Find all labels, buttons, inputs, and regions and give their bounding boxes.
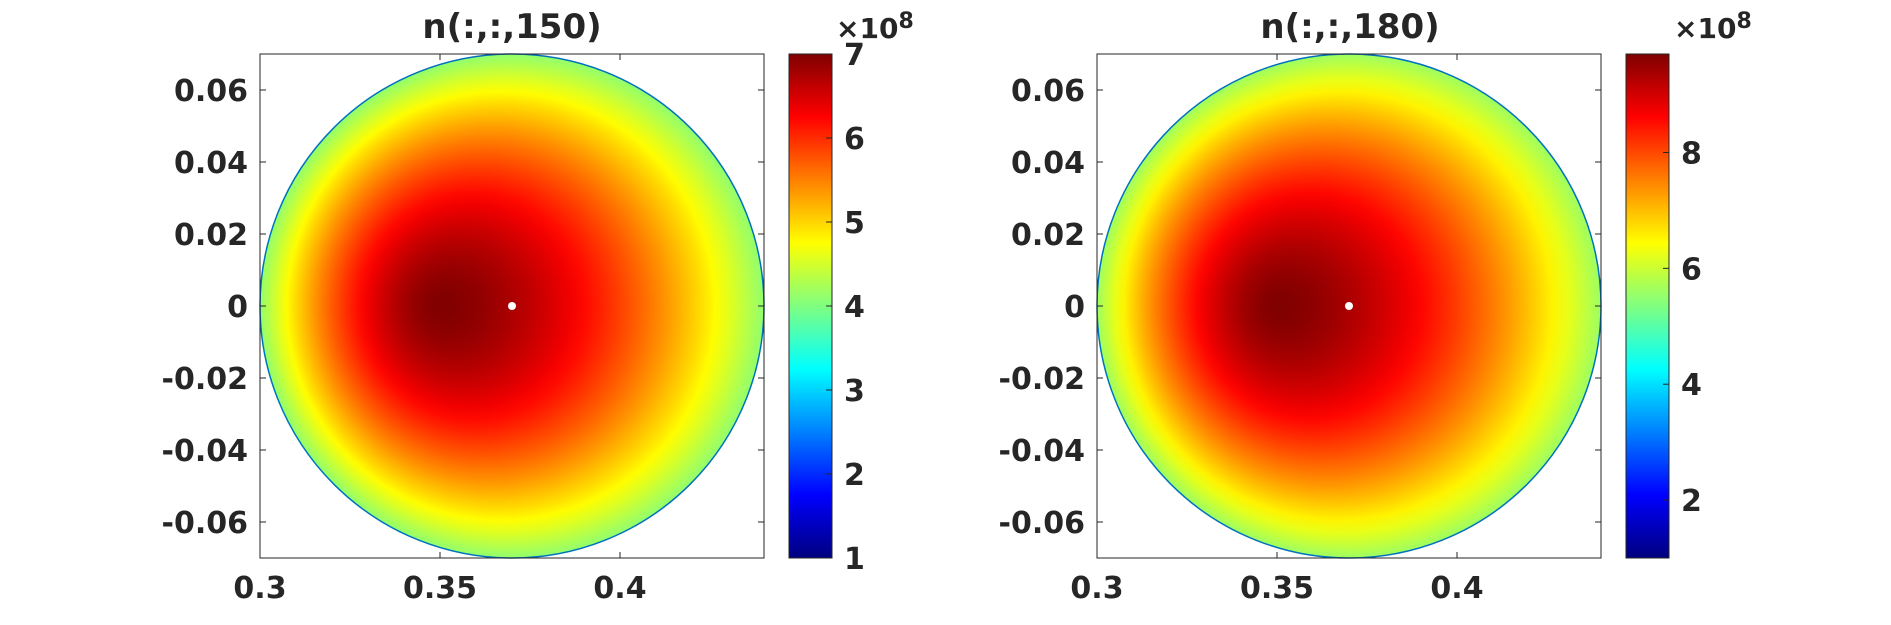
colorbar-tick-label: 2	[844, 458, 865, 493]
center-marker	[1345, 302, 1353, 310]
y-tick-label: -0.04	[999, 434, 1085, 469]
axes: 0.3 0.35 0.4 0.06 0.04 0.02 0 -0.02 -0.04 -0.06	[162, 53, 765, 606]
colorbar-bar	[788, 53, 833, 559]
y-tick-label: 0	[227, 290, 248, 325]
center-marker	[508, 302, 516, 310]
colorbar-multiplier-base: ×10	[836, 12, 898, 45]
chart-title: n(:,:,150)	[422, 7, 601, 47]
y-tick-label: -0.06	[999, 506, 1085, 541]
colorbar: 1 2 3 4 5 6 7	[788, 38, 865, 577]
colorbar-tick-label: 1	[844, 542, 865, 577]
axes: 0.3 0.35 0.4 0.06 0.04 0.02 0 -0.02 -0.04 -0.06	[999, 53, 1602, 606]
colorbar-tick-label: 7	[844, 38, 865, 73]
subplot-n-150: n(:,:,150) 0.3 0.35 0.4 0.06 0.04 0.02 0 -0.02 -…	[162, 7, 914, 606]
x-tick-label: 0.4	[593, 571, 646, 606]
colorbar-multiplier: ×108	[836, 9, 914, 45]
x-tick-label: 0.4	[1430, 571, 1483, 606]
y-tick-label: -0.02	[999, 362, 1085, 397]
y-tick-label: 0.04	[1011, 146, 1085, 181]
colorbar-bar	[1625, 53, 1670, 559]
colorbar-tick-label: 5	[844, 206, 865, 241]
x-tick-label: 0.35	[403, 571, 477, 606]
y-tick-label: 0	[1064, 290, 1085, 325]
chart-title: n(:,:,180)	[1260, 7, 1439, 47]
colorbar-multiplier-base: ×10	[1674, 12, 1736, 45]
y-tick-label: -0.04	[162, 434, 248, 469]
colorbar-tick-label: 4	[844, 290, 865, 325]
y-tick-label: 0.02	[1011, 218, 1085, 253]
colorbar-multiplier-exponent: 8	[1736, 9, 1751, 34]
y-tick-label: 0.02	[174, 218, 248, 253]
plot-area	[259, 53, 765, 559]
colorbar-tick-label: 4	[1681, 368, 1702, 403]
colorbar: 2 4 6 8	[1625, 53, 1702, 559]
colorbar-tick-label: 6	[1681, 252, 1702, 287]
colorbar-multiplier: ×108	[1674, 9, 1752, 45]
x-tick-label: 0.3	[1070, 571, 1123, 606]
y-tick-label: -0.02	[162, 362, 248, 397]
colorbar-multiplier-exponent: 8	[898, 9, 913, 34]
y-tick-label: 0.06	[1011, 74, 1085, 109]
colorbar-tick-label: 3	[844, 374, 865, 409]
colorbar-tick-label: 2	[1681, 484, 1702, 519]
y-tick-label: 0.06	[174, 74, 248, 109]
plot-area	[1096, 53, 1602, 559]
x-tick-label: 0.3	[233, 571, 286, 606]
colorbar-tick-label: 8	[1681, 136, 1702, 171]
y-tick-label: 0.04	[174, 146, 248, 181]
subplot-n-180: n(:,:,180) 0.3 0.35 0.4 0.06 0.04 0.02 0 -0.02 -…	[999, 7, 1752, 606]
colorbar-tick-label: 6	[844, 122, 865, 157]
x-tick-label: 0.35	[1240, 571, 1314, 606]
y-tick-label: -0.06	[162, 506, 248, 541]
